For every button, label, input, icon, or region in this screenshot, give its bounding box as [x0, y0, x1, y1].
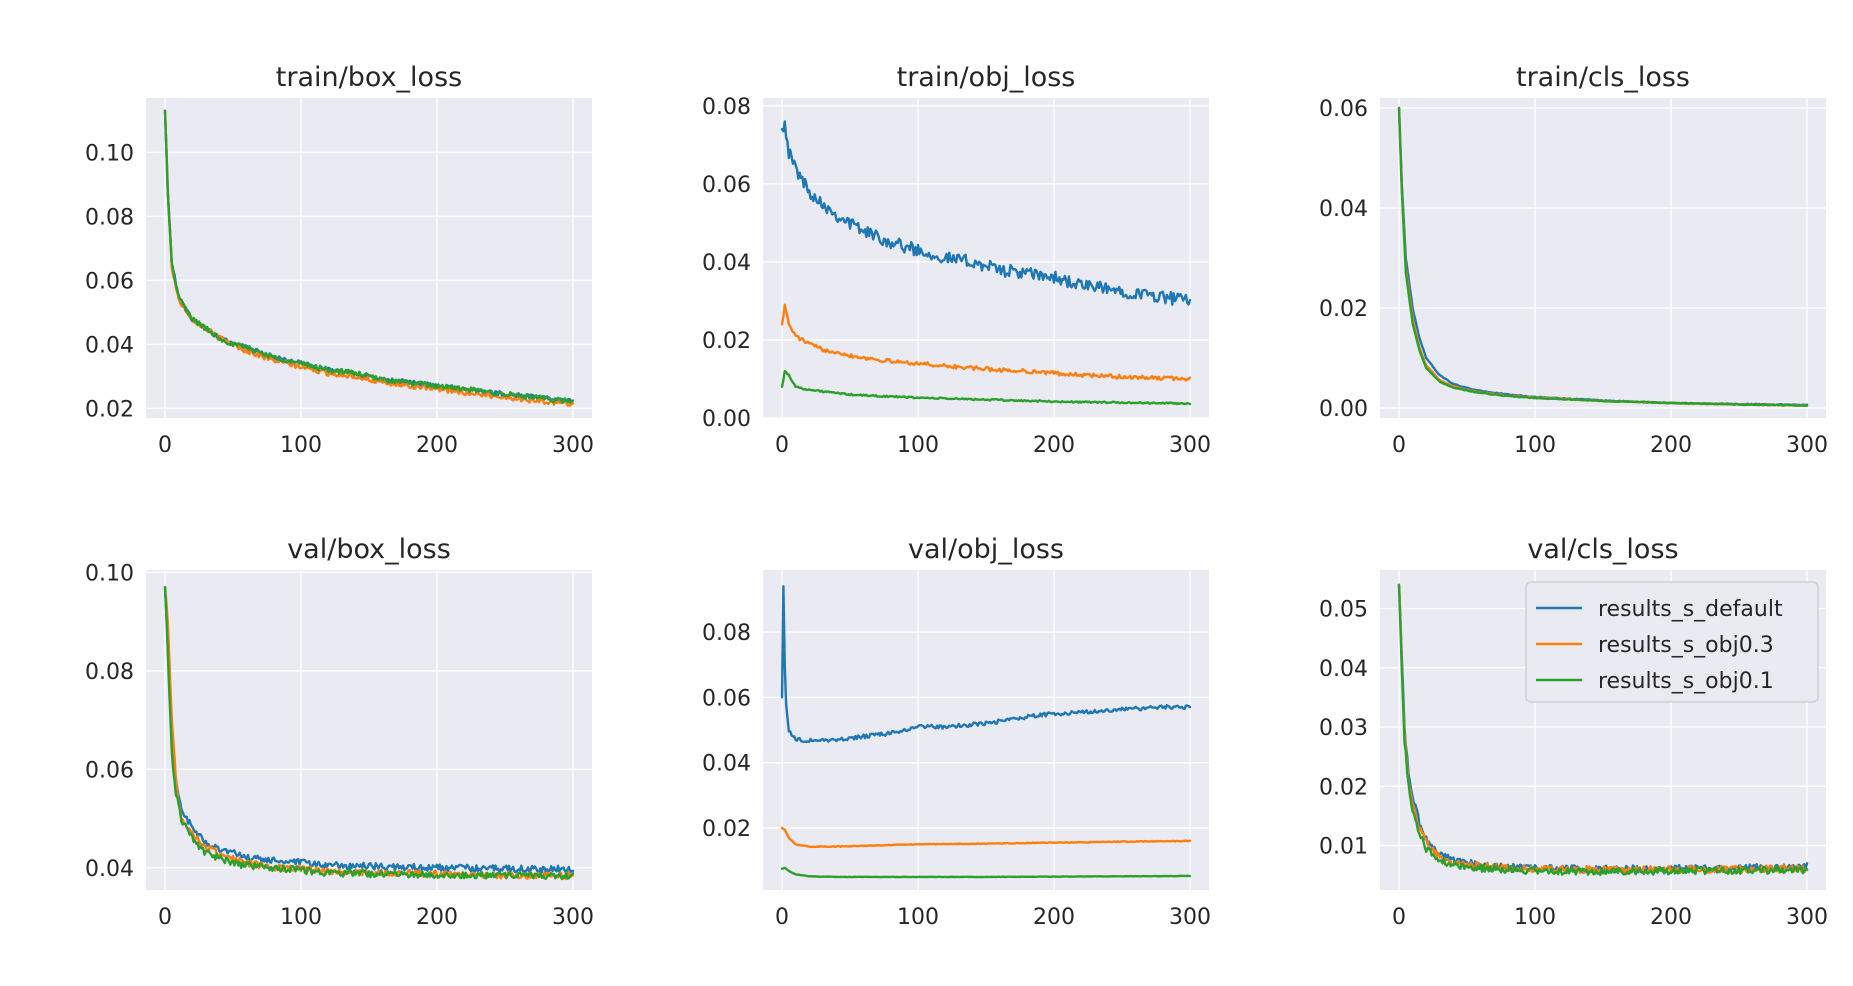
y-tick-label: 0.08 — [702, 621, 751, 646]
legend-label: results_s_obj0.3 — [1598, 633, 1774, 658]
y-tick-label: 0.08 — [702, 95, 751, 120]
series-line-results-s-obj0-3 — [780, 303, 1192, 382]
plot-area — [763, 98, 1209, 418]
y-tick-label: 0.04 — [85, 333, 134, 358]
x-tick-label: 0 — [1392, 905, 1406, 930]
subplot-title: val/cls_loss — [1527, 534, 1678, 565]
subplot-train-box_loss: 0 100 200 300 0.02 0.04 0.06 0.08 0.10 train/box_… — [85, 62, 594, 458]
y-tick-label: 0.00 — [1319, 397, 1368, 422]
x-tick-label: 0 — [158, 905, 172, 930]
y-tick-label: 0.02 — [1319, 297, 1368, 322]
legend-label: results_s_obj0.1 — [1598, 669, 1774, 694]
y-tick-label: 0.04 — [1319, 657, 1368, 682]
series-line-results-s-obj0-1 — [1397, 583, 1809, 877]
y-tick-label: 0.04 — [702, 752, 751, 777]
x-tick-label: 200 — [1650, 433, 1692, 458]
x-tick-label: 300 — [1169, 905, 1211, 930]
y-tick-label: 0.04 — [1319, 197, 1368, 222]
y-tick-label: 0.03 — [1319, 716, 1368, 741]
y-tick-label: 0.00 — [702, 407, 751, 432]
y-tick-label: 0.08 — [85, 205, 134, 230]
x-tick-label: 200 — [416, 433, 458, 458]
y-tick-label: 0.02 — [702, 329, 751, 354]
series-line-results-s-obj0-1 — [163, 109, 575, 404]
y-tick-label: 0.06 — [702, 173, 751, 198]
legend-label: results_s_default — [1598, 597, 1783, 622]
x-tick-label: 100 — [280, 905, 322, 930]
series-line-results-s-obj0-1 — [1397, 106, 1809, 407]
x-tick-label: 200 — [1033, 905, 1075, 930]
x-tick-label: 100 — [1514, 905, 1556, 930]
subplot-val-cls_loss: 0 100 200 300 0.01 0.02 0.03 0.04 0.05 val/cls_lo… — [1319, 534, 1828, 930]
y-tick-label: 0.08 — [85, 660, 134, 685]
y-tick-label: 0.10 — [85, 141, 134, 166]
x-tick-label: 0 — [775, 433, 789, 458]
subplot-title: val/obj_loss — [908, 534, 1064, 565]
x-tick-label: 200 — [1033, 433, 1075, 458]
plot-area — [763, 570, 1209, 890]
x-tick-label: 0 — [1392, 433, 1406, 458]
plot-area — [146, 570, 592, 890]
subplot-title: train/obj_loss — [897, 62, 1076, 93]
y-tick-label: 0.02 — [1319, 775, 1368, 800]
x-tick-label: 0 — [775, 905, 789, 930]
x-tick-label: 100 — [897, 433, 939, 458]
y-tick-label: 0.10 — [85, 561, 134, 586]
subplot-train-cls_loss: 0 100 200 300 0.00 0.02 0.04 0.06 train/cls_loss — [1319, 62, 1828, 458]
y-tick-label: 0.06 — [702, 686, 751, 711]
x-tick-label: 100 — [897, 905, 939, 930]
x-tick-label: 0 — [158, 433, 172, 458]
subplot-val-obj_loss: 0 100 200 300 0.02 0.04 0.06 0.08 val/obj_loss — [702, 534, 1211, 930]
x-tick-label: 200 — [1650, 905, 1692, 930]
y-tick-label: 0.06 — [85, 269, 134, 294]
y-tick-label: 0.04 — [702, 251, 751, 276]
subplot-train-obj_loss: 0 100 200 300 0.00 0.02 0.04 0.06 0.08 train/obj_… — [702, 62, 1211, 458]
y-tick-label: 0.02 — [702, 817, 751, 842]
series-line-results-s-default — [780, 120, 1192, 306]
series-line-results-s-obj0-3 — [780, 826, 1192, 849]
series-line-results-s-obj0-1 — [163, 586, 575, 881]
series-line-results-s-default — [780, 585, 1192, 744]
y-tick-label: 0.01 — [1319, 835, 1368, 860]
subplot-title: val/box_loss — [287, 534, 451, 565]
legend: results_s_default results_s_obj0.3results… — [1525, 581, 1819, 703]
x-tick-label: 300 — [552, 905, 594, 930]
subplot-title: train/box_loss — [276, 62, 462, 93]
subplot-title: train/cls_loss — [1516, 62, 1690, 93]
y-tick-label: 0.05 — [1319, 598, 1368, 623]
x-tick-label: 100 — [1514, 433, 1556, 458]
x-tick-label: 300 — [1786, 905, 1828, 930]
plot-area — [146, 98, 592, 418]
x-tick-label: 300 — [552, 433, 594, 458]
plot-area — [1380, 98, 1826, 418]
x-tick-label: 100 — [280, 433, 322, 458]
y-tick-label: 0.04 — [85, 857, 134, 882]
series-line-results-s-obj0-1 — [780, 369, 1192, 406]
series-line-results-s-default — [163, 586, 575, 874]
x-tick-label: 300 — [1169, 433, 1211, 458]
legend-box — [1525, 581, 1819, 703]
y-tick-label: 0.06 — [85, 758, 134, 783]
subplot-val-box_loss: 0 100 200 300 0.04 0.06 0.08 0.10 val/box_loss — [85, 534, 594, 930]
y-tick-label: 0.06 — [1319, 97, 1368, 122]
x-tick-label: 300 — [1786, 433, 1828, 458]
series-line-results-s-obj0-1 — [780, 866, 1192, 879]
y-tick-label: 0.02 — [85, 397, 134, 422]
x-tick-label: 200 — [416, 905, 458, 930]
